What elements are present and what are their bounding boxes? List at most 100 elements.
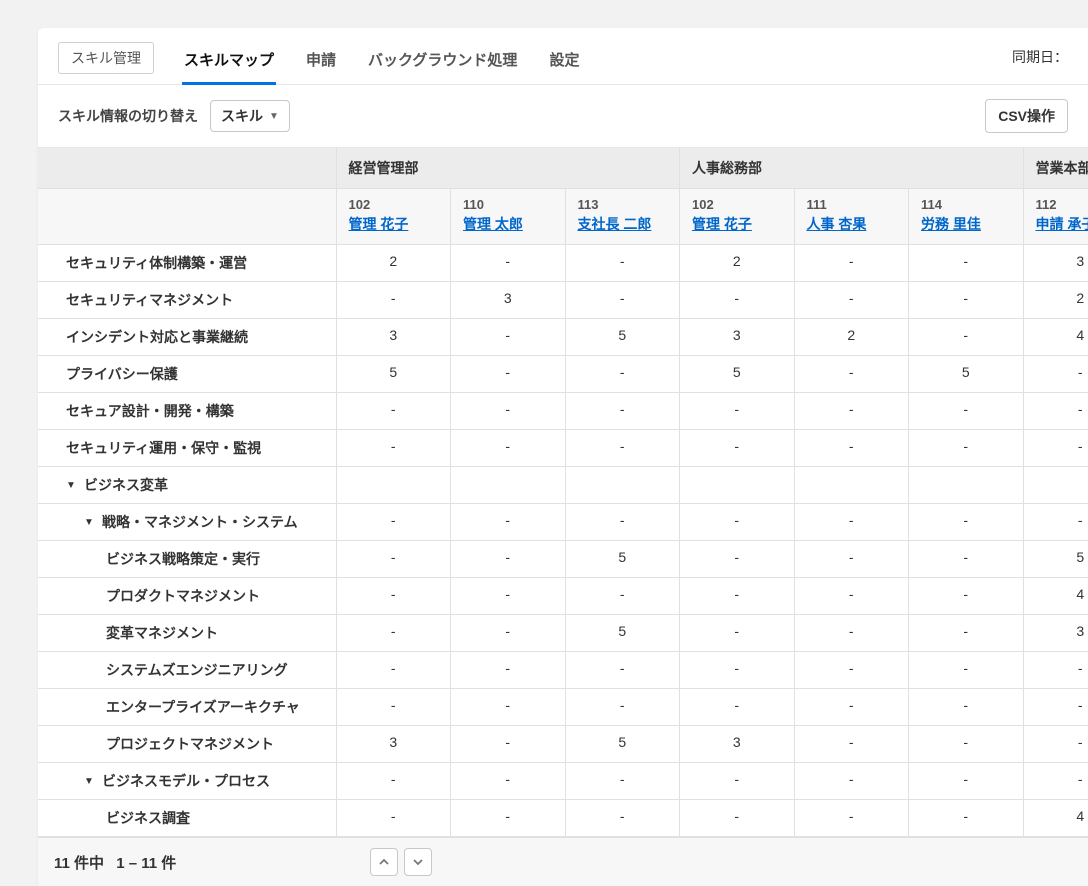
skill-value-cell: - (565, 689, 680, 726)
skill-value-cell: 3 (336, 319, 451, 356)
skill-value-cell (680, 467, 795, 504)
table-row: プライバシー保護5--5-5- (38, 356, 1088, 393)
skill-value-cell (565, 467, 680, 504)
row-label-cell: ▼ビジネス変革 (38, 467, 336, 504)
table-row: セキュリティ運用・保守・監視------- (38, 430, 1088, 467)
skill-value-cell: - (680, 504, 795, 541)
skill-value-cell: - (909, 430, 1024, 467)
sync-date-label: 同期日： (1012, 47, 1068, 79)
skill-value-cell: 4 (1023, 800, 1088, 837)
table-row: ▼ビジネスモデル・プロセス------- (38, 763, 1088, 800)
employee-id: 111 (807, 197, 897, 212)
skill-value-cell: 3 (336, 726, 451, 763)
skill-value-cell: - (565, 282, 680, 319)
employee-id: 112 (1036, 197, 1088, 212)
dept-header-1: 人事総務部 (680, 148, 1024, 189)
skill-value-cell: 3 (680, 726, 795, 763)
tab-4[interactable]: 設定 (547, 43, 581, 84)
skill-value-cell: - (451, 430, 566, 467)
row-label-cell: ビジネス戦略策定・実行 (38, 541, 336, 578)
tab-2[interactable]: 申請 (304, 43, 338, 84)
person-header-row: 102管理 花子110管理 太郎113支社長 二郎102管理 花子111人事 杏… (38, 189, 1088, 245)
skill-value-cell: 2 (336, 245, 451, 282)
skill-value-cell: - (794, 541, 909, 578)
skill-value-cell: - (680, 430, 795, 467)
row-label-cell: セキュリティマネジメント (38, 282, 336, 319)
expand-toggle-icon[interactable]: ▼ (84, 517, 96, 528)
skill-name: セキュリティ体制構築・運営 (66, 253, 247, 273)
employee-name-link[interactable]: 管理 花子 (349, 216, 409, 232)
row-label-cell: セキュア設計・開発・構築 (38, 393, 336, 430)
employee-name-link[interactable]: 労務 里佳 (921, 216, 981, 232)
skill-value-cell: - (909, 319, 1024, 356)
skill-value-cell: - (451, 800, 566, 837)
person-header-0: 102管理 花子 (336, 189, 451, 245)
chevron-down-icon: ▼ (269, 111, 279, 122)
skill-value-cell: - (794, 430, 909, 467)
skill-value-cell: - (680, 615, 795, 652)
row-label-cell: プロジェクトマネジメント (38, 726, 336, 763)
skill-value-cell: 4 (1023, 319, 1088, 356)
skill-value-cell: - (565, 393, 680, 430)
row-label-cell: エンタープライズアーキクチャ (38, 689, 336, 726)
employee-name-link[interactable]: 管理 花子 (692, 216, 752, 232)
skill-value-cell: - (336, 800, 451, 837)
table-row: ビジネス戦略策定・実行--5---5 (38, 541, 1088, 578)
table-row: セキュア設計・開発・構築------- (38, 393, 1088, 430)
skill-name: プライバシー保護 (66, 364, 178, 384)
row-label-cell: セキュリティ体制構築・運営 (38, 245, 336, 282)
table-row: インシデント対応と事業継続3-532-4 (38, 319, 1088, 356)
pagination-range: 1 – 11 件 (116, 855, 176, 872)
table-row: セキュリティ体制構築・運営2--2--3 (38, 245, 1088, 282)
skill-value-cell: - (336, 393, 451, 430)
row-label-cell: ▼戦略・マネジメント・システム (38, 504, 336, 541)
skill-value-cell: 3 (1023, 615, 1088, 652)
skill-name: エンタープライズアーキクチャ (106, 697, 300, 717)
tab-3[interactable]: バックグラウンド処理 (366, 43, 519, 84)
page-next-button[interactable] (404, 848, 432, 876)
expand-toggle-icon[interactable]: ▼ (84, 776, 96, 787)
skill-value-cell (1023, 467, 1088, 504)
row-label-cell: セキュリティ運用・保守・監視 (38, 430, 336, 467)
skill-dropdown-value: スキル (221, 106, 263, 126)
table-row: エンタープライズアーキクチャ------- (38, 689, 1088, 726)
skill-name: システムズエンジニアリング (106, 660, 288, 680)
employee-id: 110 (463, 197, 553, 212)
csv-button[interactable]: CSV操作 (985, 99, 1068, 133)
employee-name-link[interactable]: 管理 太郎 (463, 216, 523, 232)
employee-name-link[interactable]: 支社長 二郎 (578, 216, 652, 232)
skill-value-cell: 3 (680, 319, 795, 356)
skill-value-cell: 2 (794, 319, 909, 356)
employee-name-link[interactable]: 申請 承子 (1036, 216, 1088, 232)
employee-name-link[interactable]: 人事 杏果 (807, 216, 867, 232)
skill-name: ビジネスモデル・プロセス (102, 771, 270, 791)
skill-value-cell: - (794, 652, 909, 689)
tab-1[interactable]: スキルマップ (182, 43, 276, 84)
person-header-3: 102管理 花子 (680, 189, 795, 245)
skill-value-cell: 5 (565, 726, 680, 763)
page-prev-button[interactable] (370, 848, 398, 876)
skill-value-cell: - (1023, 393, 1088, 430)
tab-0[interactable]: スキル管理 (58, 42, 154, 74)
skill-value-cell (909, 467, 1024, 504)
skill-value-cell: 5 (565, 541, 680, 578)
skill-value-cell: - (336, 430, 451, 467)
skill-value-cell: - (680, 689, 795, 726)
table-row: システムズエンジニアリング------- (38, 652, 1088, 689)
tab-bar: スキル管理スキルマップ申請バックグラウンド処理設定 同期日： (38, 28, 1088, 85)
skill-name: セキュリティマネジメント (66, 290, 233, 310)
skill-dropdown[interactable]: スキル ▼ (210, 100, 290, 132)
skill-value-cell: 5 (565, 615, 680, 652)
skill-value-cell: - (794, 578, 909, 615)
skill-value-cell: - (336, 541, 451, 578)
skill-value-cell: - (909, 800, 1024, 837)
skill-value-cell: - (794, 726, 909, 763)
row-label-cell: プロダクトマネジメント (38, 578, 336, 615)
skill-value-cell: - (794, 245, 909, 282)
skill-value-cell: - (565, 430, 680, 467)
skill-value-cell: - (680, 541, 795, 578)
skill-value-cell: - (565, 763, 680, 800)
skill-value-cell: 3 (451, 282, 566, 319)
skill-value-cell: - (909, 245, 1024, 282)
expand-toggle-icon[interactable]: ▼ (66, 480, 78, 491)
